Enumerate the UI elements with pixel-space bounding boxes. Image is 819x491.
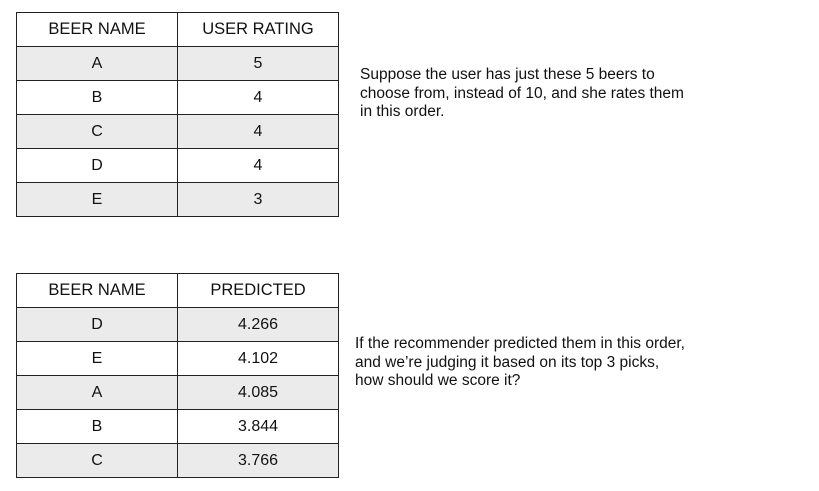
- user-rating-cell: 4: [177, 80, 339, 115]
- table-row: C 4: [16, 114, 339, 149]
- column-header-beer-name: BEER NAME: [16, 12, 178, 47]
- beer-name-cell: C: [16, 114, 178, 149]
- beer-name-cell: C: [16, 443, 178, 478]
- beer-name-cell: E: [16, 182, 178, 217]
- beer-name-cell: D: [16, 307, 178, 342]
- note-line: how should we score it?: [355, 372, 521, 389]
- ratings-explanation-text: Suppose the user has just these 5 beers …: [360, 66, 740, 122]
- column-header-predicted: PREDICTED: [177, 273, 339, 308]
- note-line: choose from, instead of 10, and she rate…: [360, 84, 684, 102]
- note-line: If the recommender predicted them in thi…: [355, 335, 685, 352]
- user-rating-cell: 5: [177, 46, 339, 81]
- user-rating-cell: 3: [177, 182, 339, 217]
- table-row: A 5: [16, 46, 339, 81]
- beer-name-cell: A: [16, 375, 178, 410]
- note-line: in this order.: [360, 103, 445, 120]
- table-row: C 3.766: [16, 443, 339, 478]
- beer-name-cell: B: [16, 409, 178, 444]
- table-row: A 4.085: [16, 375, 339, 410]
- predicted-rating-cell: 4.266: [177, 307, 339, 342]
- note-line: Suppose the user has just these 5 beers …: [360, 66, 655, 83]
- table-row: B 4: [16, 80, 339, 115]
- beer-name-cell: D: [16, 148, 178, 183]
- column-header-beer-name: BEER NAME: [16, 273, 178, 308]
- table-row: E 4.102: [16, 341, 339, 376]
- table-header-row: BEER NAME PREDICTED: [16, 273, 339, 308]
- predicted-rating-cell: 4.085: [177, 375, 339, 410]
- beer-name-cell: A: [16, 46, 178, 81]
- user-ratings-table: BEER NAME USER RATING A 5 B 4 C 4 D 4 E …: [16, 12, 339, 217]
- user-rating-cell: 4: [177, 114, 339, 149]
- table-header-row: BEER NAME USER RATING: [16, 12, 339, 47]
- predicted-rating-cell: 3.766: [177, 443, 339, 478]
- table-row: B 3.844: [16, 409, 339, 444]
- table-row: D 4.266: [16, 307, 339, 342]
- beer-name-cell: E: [16, 341, 178, 376]
- predicted-rating-cell: 4.102: [177, 341, 339, 376]
- table-row: D 4: [16, 148, 339, 183]
- predicted-rating-cell: 3.844: [177, 409, 339, 444]
- table-row: E 3: [16, 182, 339, 217]
- predicted-explanation-text: If the recommender predicted them in thi…: [355, 335, 745, 391]
- note-line: and we’re judging it based on its top 3 …: [355, 353, 660, 371]
- column-header-user-rating: USER RATING: [177, 12, 339, 47]
- beer-name-cell: B: [16, 80, 178, 115]
- user-rating-cell: 4: [177, 148, 339, 183]
- predicted-ratings-table: BEER NAME PREDICTED D 4.266 E 4.102 A 4.…: [16, 273, 339, 478]
